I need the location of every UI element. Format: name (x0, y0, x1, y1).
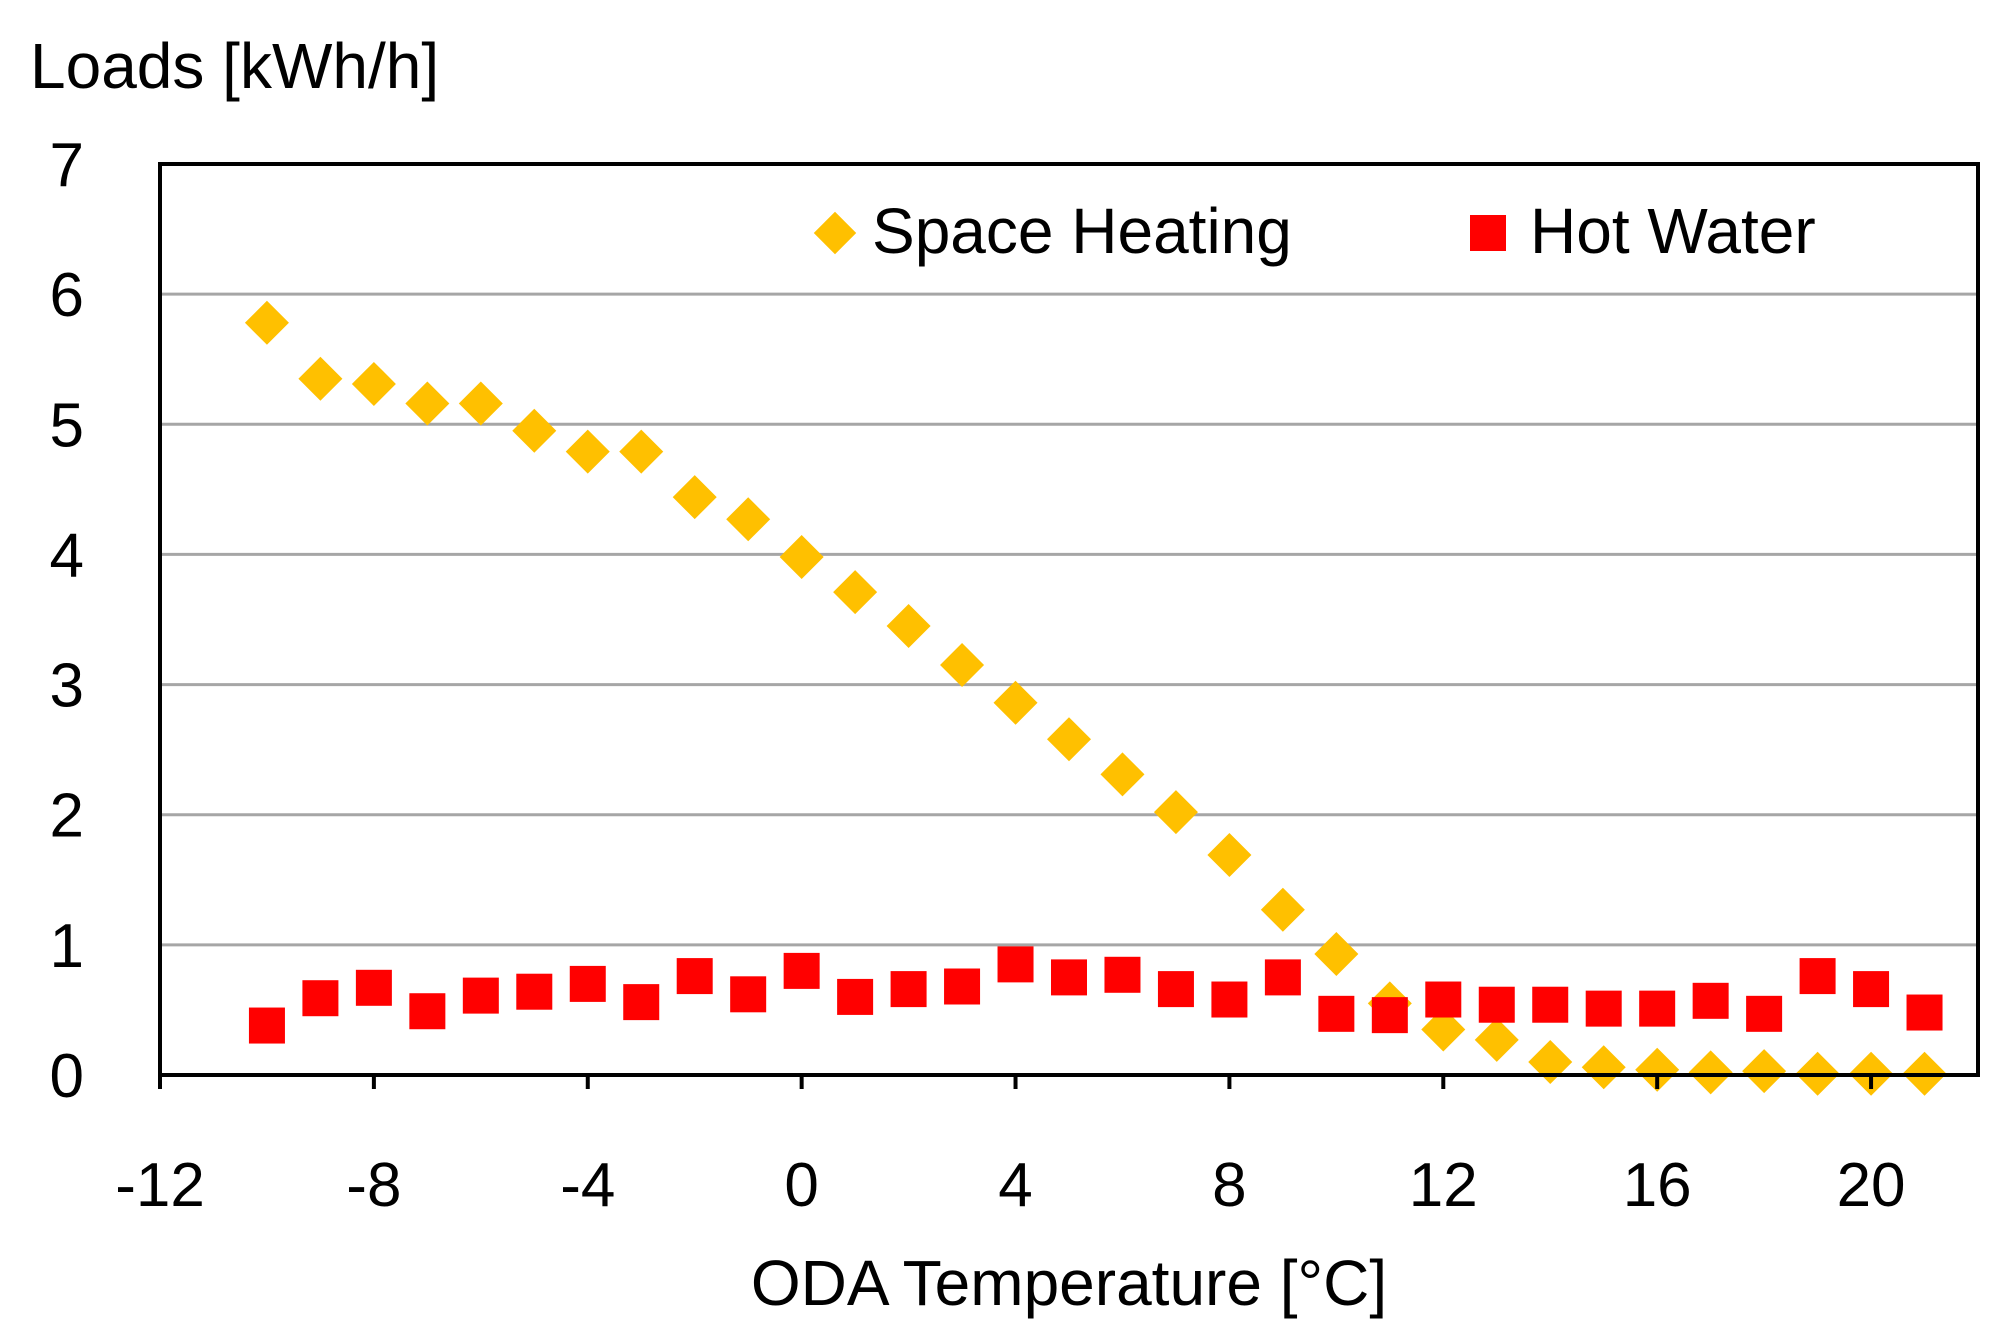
x-axis-title: ODA Temperature [°C] (751, 1247, 1387, 1319)
hot-water-point (1692, 982, 1729, 1019)
hot-water-point (1211, 981, 1248, 1018)
plot-area-frame (158, 162, 1980, 1077)
space-heating-point (1635, 1047, 1680, 1092)
gridlines (160, 292, 1978, 947)
space-heating-point (1688, 1050, 1733, 1095)
space-heating-point (1742, 1049, 1787, 1094)
legend: Space Heating Hot Water (813, 195, 1816, 267)
x-tick-label: -12 (115, 1151, 205, 1220)
data-series (244, 300, 1947, 1096)
legend-label-space-heating: Space Heating (872, 195, 1292, 267)
hot-water-point (516, 973, 553, 1010)
x-tick-label: 12 (1409, 1151, 1478, 1220)
space-heating-point (351, 361, 396, 406)
hot-water-point (730, 976, 767, 1013)
x-tick-label: 4 (998, 1151, 1032, 1220)
space-heating-point (405, 381, 450, 426)
space-heating-point (244, 300, 289, 345)
space-heating-point (1047, 717, 1091, 762)
hot-water-point (837, 978, 874, 1015)
hot-water-point (1799, 958, 1836, 995)
hot-water-point (462, 977, 499, 1014)
y-tick-label: 6 (50, 261, 84, 330)
hot-water-point (1425, 981, 1462, 1018)
space-heating-point (512, 408, 557, 453)
series-hot-water (248, 946, 1943, 1044)
y-tick-label: 4 (50, 521, 84, 590)
space-heating-point (1581, 1045, 1626, 1090)
y-tick-label: 0 (50, 1042, 84, 1111)
hot-water-point (1051, 959, 1087, 996)
hot-water-point (1104, 956, 1141, 993)
space-heating-point (1314, 931, 1359, 976)
legend-marker-space-heating (813, 211, 857, 255)
space-heating-point (1421, 1007, 1466, 1052)
space-heating-point (1528, 1039, 1573, 1084)
hot-water-point (1639, 990, 1676, 1027)
hot-water-point (248, 1007, 285, 1044)
hot-water-point (1318, 995, 1355, 1032)
legend-label-hot-water: Hot Water (1530, 195, 1816, 267)
space-heating-point (565, 429, 610, 474)
series-space-heating (244, 300, 1947, 1096)
space-heating-point (1474, 1017, 1519, 1062)
x-tick-label: 20 (1837, 1151, 1906, 1220)
hot-water-point (1532, 986, 1569, 1023)
hot-water-point (1478, 986, 1515, 1023)
space-heating-point (726, 497, 771, 542)
hot-water-point (623, 984, 660, 1021)
space-heating-point (886, 604, 931, 649)
hot-water-point (302, 980, 339, 1017)
hot-water-point (1157, 971, 1194, 1008)
space-heating-point (993, 680, 1038, 725)
y-tick-label: 7 (50, 131, 84, 200)
space-heating-point (619, 429, 664, 474)
y-tick-label: 1 (50, 912, 84, 981)
y-tick-label: 2 (50, 782, 84, 851)
hot-water-point (355, 969, 392, 1006)
space-heating-point (940, 643, 985, 688)
legend-marker-hot-water (1470, 215, 1506, 251)
space-heating-point (833, 570, 878, 615)
y-axis-title: Loads [kWh/h] (30, 30, 439, 102)
hot-water-point (997, 946, 1034, 983)
hot-water-point (1906, 994, 1943, 1031)
hot-water-point (569, 965, 606, 1002)
x-tick-label: -8 (346, 1151, 401, 1220)
space-heating-point (1153, 790, 1198, 835)
x-tick-label: -4 (560, 1151, 615, 1220)
y-tick-label: 3 (50, 652, 84, 721)
space-heating-point (1260, 887, 1305, 932)
hot-water-point (1371, 997, 1408, 1034)
hot-water-point (676, 958, 713, 995)
hot-water-point (890, 971, 927, 1008)
space-heating-point (1100, 752, 1145, 797)
hot-water-point (783, 952, 820, 989)
space-heating-point (672, 475, 717, 520)
space-heating-point (298, 356, 343, 401)
hot-water-point (944, 968, 981, 1005)
x-tick-label: 16 (1623, 1151, 1692, 1220)
hot-water-point (1746, 995, 1783, 1032)
space-heating-point (779, 535, 824, 580)
hot-water-point (1853, 971, 1890, 1008)
x-tick-label: 8 (1212, 1151, 1246, 1220)
space-heating-point (1207, 833, 1252, 878)
hot-water-point (1585, 990, 1622, 1027)
hot-water-point (1264, 959, 1301, 996)
y-tick-label: 5 (50, 391, 84, 460)
x-tick-label: 0 (784, 1151, 818, 1220)
hot-water-point (409, 993, 446, 1030)
space-heating-point (458, 381, 503, 426)
